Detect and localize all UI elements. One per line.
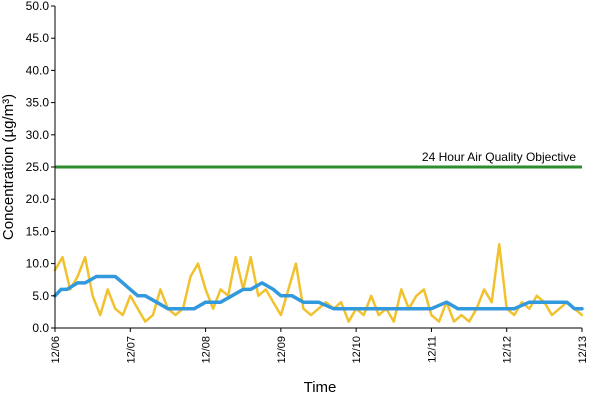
x-tick-label: 12/07 [125, 336, 137, 364]
x-axis-title: Time [304, 379, 337, 396]
y-tick-label: 10.0 [26, 257, 50, 271]
y-tick-label: 5.0 [32, 289, 49, 303]
x-tick-labels: 12/06 12/07 12/08 12/09 12/10 12/11 12/12 12/13 [50, 336, 589, 364]
series-line-1 [53, 243, 584, 323]
plot-area: 24 Hour Air Quality Objective [53, 150, 584, 323]
y-tick-label: 45.0 [26, 31, 50, 45]
x-tick-label: 12/06 [50, 336, 62, 364]
series-line-2 [53, 274, 584, 311]
y-tick-label: 0.0 [32, 321, 49, 335]
x-tick-label: 12/10 [351, 336, 363, 364]
y-tick-label: 35.0 [26, 96, 50, 110]
y-tick-label: 40.0 [26, 63, 50, 77]
x-tick-label: 12/11 [426, 336, 438, 363]
y-tick-label: 25.0 [26, 160, 50, 174]
y-axis-title: Concentration (µg/m³) [0, 94, 17, 240]
y-tick-label: 15.0 [26, 224, 50, 238]
y-tick-labels: 0.0 5.0 10.0 15.0 20.0 25.0 30.0 35.0 40.0 45.0 50… [26, 0, 50, 335]
x-tick-label: 12/09 [276, 336, 288, 364]
objective-label: 24 Hour Air Quality Objective [422, 150, 576, 164]
x-tick-label: 12/13 [577, 336, 589, 364]
y-tick-label: 20.0 [26, 192, 50, 206]
x-tick-label: 12/12 [502, 336, 514, 364]
axes [51, 5, 583, 332]
y-tick-label: 50.0 [26, 0, 50, 13]
y-tick-label: 30.0 [26, 128, 50, 142]
x-tick-label: 12/08 [201, 336, 213, 364]
